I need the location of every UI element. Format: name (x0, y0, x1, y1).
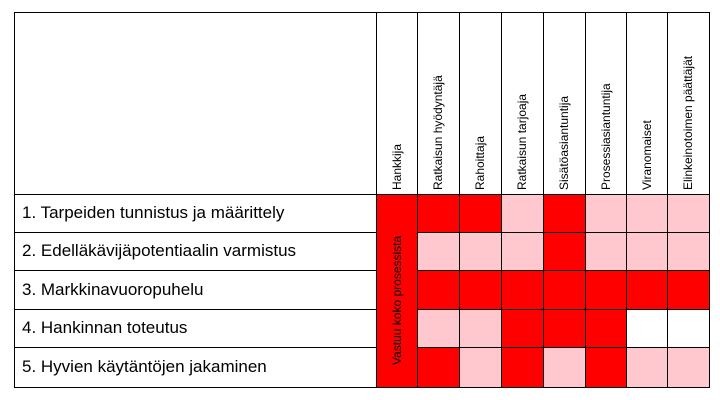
row-divider (14, 347, 377, 348)
matrix-cell (417, 270, 459, 309)
matrix-cell (626, 194, 667, 232)
matrix-cell (667, 270, 709, 309)
column-header: Ratkaisun hyödyntäjä (431, 75, 445, 190)
matrix-cell (543, 232, 585, 270)
table-border-left (14, 12, 15, 388)
column-header: Elinkeinotoimen päättäjät (681, 55, 695, 190)
merged-cell-label: Vastuu koko prosessista (389, 235, 404, 365)
row-label: 4. Hankinnan toteutus (22, 318, 188, 337)
column-divider (543, 12, 544, 388)
matrix-cell (626, 270, 667, 309)
column-divider (459, 12, 460, 388)
column-header: Rahoittaja (473, 135, 487, 190)
matrix-cell (585, 194, 626, 232)
column-header: Ratkaisun tarjoaja (515, 93, 529, 190)
matrix-cell (626, 232, 667, 270)
column-divider (667, 12, 668, 388)
matrix-cell (585, 347, 626, 387)
matrix-cell (459, 347, 501, 387)
matrix-cell (501, 232, 543, 270)
column-header: Prosessiasiantuntija (598, 83, 613, 190)
row-divider (417, 194, 710, 195)
row-divider (417, 309, 710, 310)
matrix-cell (585, 232, 626, 270)
matrix-cell (417, 194, 459, 232)
matrix-cell (459, 194, 501, 232)
column-divider (626, 12, 627, 388)
row-label: 3. Markkinavuoropuhelu (22, 279, 204, 299)
row-divider (417, 270, 710, 271)
table-border-top (14, 12, 710, 13)
matrix-cell (543, 309, 585, 347)
matrix-cell (459, 232, 501, 270)
row-label: 2. Edelläkävijäpotentiaalin varmistus (22, 241, 297, 260)
matrix-cell (417, 232, 459, 270)
matrix-cell (543, 270, 585, 309)
merged-responsibility-cell (376, 194, 417, 387)
matrix-cell (667, 309, 709, 347)
row-label: 1. Tarpeiden tunnistus ja määrittely (22, 203, 285, 222)
column-header: Viranomaiset (639, 120, 654, 190)
matrix-cell (585, 309, 626, 347)
column-header: Sisätöasiantuntija (557, 95, 571, 190)
table-border-bottom (14, 387, 710, 388)
matrix-cell (501, 270, 543, 309)
matrix-cell (626, 347, 667, 387)
matrix-cell (459, 270, 501, 309)
column-divider (585, 12, 586, 388)
matrix-cell (667, 232, 709, 270)
matrix-cell (667, 347, 709, 387)
header-divider (376, 194, 418, 195)
matrix-cell (417, 309, 459, 347)
matrix-cell (626, 309, 667, 347)
matrix-cell (543, 194, 585, 232)
matrix-cell (501, 194, 543, 232)
matrix-cell (417, 347, 459, 387)
matrix-cell (543, 347, 585, 387)
matrix-cell (501, 309, 543, 347)
matrix-cell (585, 270, 626, 309)
row-divider (14, 270, 377, 271)
row-divider (14, 232, 377, 233)
column-header: Hankkija (389, 143, 404, 190)
row-divider (417, 347, 710, 348)
row-divider (14, 194, 377, 195)
matrix-cell (667, 194, 709, 232)
row-label: 5. Hyvien käytäntöjen jakaminen (22, 357, 267, 376)
column-divider (501, 12, 502, 388)
row-divider (417, 232, 710, 233)
column-divider (417, 12, 418, 388)
matrix-cell (459, 309, 501, 347)
column-divider (376, 12, 377, 388)
table-border-right (709, 12, 710, 388)
row-divider (14, 309, 377, 310)
matrix-cell (501, 347, 543, 387)
